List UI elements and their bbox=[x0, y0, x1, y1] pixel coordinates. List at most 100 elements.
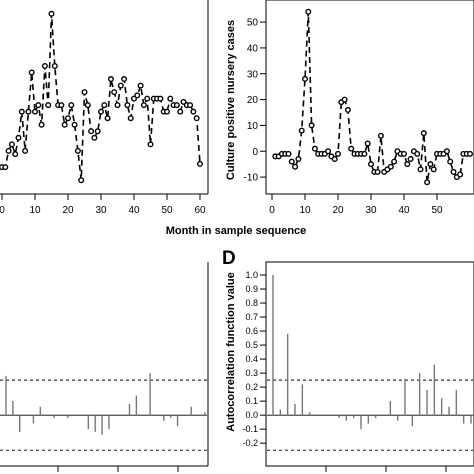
left-series-point bbox=[91, 134, 98, 141]
left-series-x-tick-label: 10 bbox=[29, 205, 41, 216]
right-series-point bbox=[325, 148, 332, 155]
left-series-point bbox=[2, 164, 9, 171]
left-series-point bbox=[28, 69, 35, 76]
left-series-point bbox=[127, 115, 134, 122]
left-series-point bbox=[22, 147, 29, 154]
right-series-point bbox=[344, 106, 351, 113]
left-series-point bbox=[101, 102, 108, 109]
left-series-panel: 0 10 20 30 40 50 60 bbox=[0, 0, 209, 216]
right-series-point bbox=[374, 168, 381, 175]
left-series-point bbox=[140, 102, 147, 109]
right-series-point bbox=[298, 127, 305, 134]
right-series-point bbox=[305, 8, 312, 15]
left-series-x-tick-label: 0 bbox=[0, 205, 5, 216]
acf-right-y-tick-label: 0.6 bbox=[245, 326, 258, 336]
right-series-point bbox=[424, 179, 431, 186]
left-series-x-tick-label: 50 bbox=[161, 205, 173, 216]
left-series-x-tick-label: 40 bbox=[128, 205, 140, 216]
acf-right-y-tick-label: 0.2 bbox=[245, 382, 258, 392]
left-series-point bbox=[48, 10, 55, 17]
shared-xlabel: Month in sample sequence bbox=[166, 225, 307, 237]
left-series-point bbox=[177, 108, 184, 115]
right-series-point bbox=[420, 130, 427, 137]
right-series-point bbox=[377, 132, 384, 139]
left-series-point bbox=[97, 108, 104, 115]
right-series-point bbox=[450, 168, 457, 175]
right-series-point bbox=[404, 161, 411, 168]
left-series-point bbox=[78, 177, 85, 184]
acf-right-panel: -0.2 -0.1 0.0 0.1 0.2 0.3 0.4 0.5 0.6 0.7 0.8 0.9 1.… bbox=[222, 248, 474, 472]
acf-right-frame bbox=[265, 261, 474, 467]
left-series-point bbox=[147, 141, 154, 148]
left-series-point bbox=[121, 76, 128, 83]
left-series-point bbox=[157, 95, 164, 102]
right-series-y-tick-label: -10 bbox=[244, 173, 259, 184]
acf-right-y-tick-label: 0.4 bbox=[245, 354, 258, 364]
right-series-point bbox=[467, 150, 474, 157]
right-series-ylabel: Culture positive nursery cases bbox=[225, 20, 237, 180]
left-series-point bbox=[134, 92, 141, 99]
right-series-point bbox=[295, 155, 302, 162]
left-series-point bbox=[74, 147, 81, 154]
right-series-point bbox=[443, 148, 450, 155]
right-series-x-tick-label: 0 bbox=[269, 205, 275, 216]
acf-right-y-tick-label: -0.1 bbox=[242, 424, 258, 434]
left-series-point bbox=[64, 115, 71, 122]
left-series-point bbox=[18, 108, 25, 115]
right-series-point bbox=[341, 96, 348, 103]
right-series-y-tick-label: 10 bbox=[247, 121, 259, 132]
left-series-point bbox=[163, 108, 170, 115]
right-series-point bbox=[292, 163, 299, 170]
left-series-point bbox=[45, 102, 52, 109]
acf-right-y-tick-label: 0.1 bbox=[245, 396, 258, 406]
panel-label-d: D bbox=[222, 248, 236, 269]
right-series-x-tick-label: 20 bbox=[332, 205, 344, 216]
left-series-point bbox=[12, 151, 19, 158]
left-series-point bbox=[130, 95, 137, 102]
left-series-point bbox=[187, 102, 194, 109]
left-series-x-tick-label: 60 bbox=[194, 205, 206, 216]
left-series-point bbox=[167, 95, 174, 102]
right-series-point bbox=[368, 161, 375, 168]
left-series-point bbox=[58, 102, 65, 109]
left-series-point bbox=[124, 102, 131, 109]
left-series-point bbox=[88, 128, 95, 135]
acf-right-y-tick-label: 0.7 bbox=[245, 312, 258, 322]
left-series-point bbox=[84, 102, 91, 109]
left-series-point bbox=[81, 89, 88, 96]
left-series-x-tick-label: 30 bbox=[95, 205, 107, 216]
acf-left-panel bbox=[0, 262, 209, 472]
left-series-point bbox=[15, 134, 22, 141]
right-series-point bbox=[308, 122, 315, 129]
right-series-x-tick-label: 40 bbox=[398, 205, 410, 216]
right-series-point bbox=[417, 166, 424, 173]
left-series-point bbox=[32, 108, 39, 115]
right-series-point bbox=[457, 171, 464, 178]
left-series-point bbox=[117, 82, 124, 89]
right-series-y-tick-label: 40 bbox=[247, 43, 259, 54]
right-series-line bbox=[275, 11, 470, 183]
right-series-point bbox=[427, 161, 434, 168]
right-series-x-tick-label: 50 bbox=[431, 205, 443, 216]
right-series-point bbox=[288, 158, 295, 165]
right-series-point bbox=[430, 166, 437, 173]
right-series-panel: 0 10 20 30 40 50 -10 0 10 20 30 40 50 Culture positi… bbox=[225, 0, 474, 216]
acf-right-y-tick-label: 0.5 bbox=[245, 340, 258, 350]
right-series-y-tick-label: 20 bbox=[247, 95, 259, 106]
right-series-point bbox=[302, 75, 309, 82]
right-series-point bbox=[311, 145, 318, 152]
left-series-point bbox=[94, 128, 101, 135]
left-series-x-tick-label: 20 bbox=[62, 205, 74, 216]
left-series-point bbox=[114, 102, 121, 109]
right-series-point bbox=[401, 150, 408, 157]
acf-right-y-tick-label: 0.8 bbox=[245, 298, 258, 308]
right-series-point bbox=[387, 163, 394, 170]
left-series-point bbox=[35, 102, 42, 109]
right-series-point bbox=[447, 158, 454, 165]
left-series-point bbox=[173, 102, 180, 109]
left-series-point bbox=[41, 63, 48, 70]
left-series-point bbox=[5, 147, 12, 154]
right-series-point bbox=[361, 150, 368, 157]
left-series-point bbox=[25, 108, 32, 115]
